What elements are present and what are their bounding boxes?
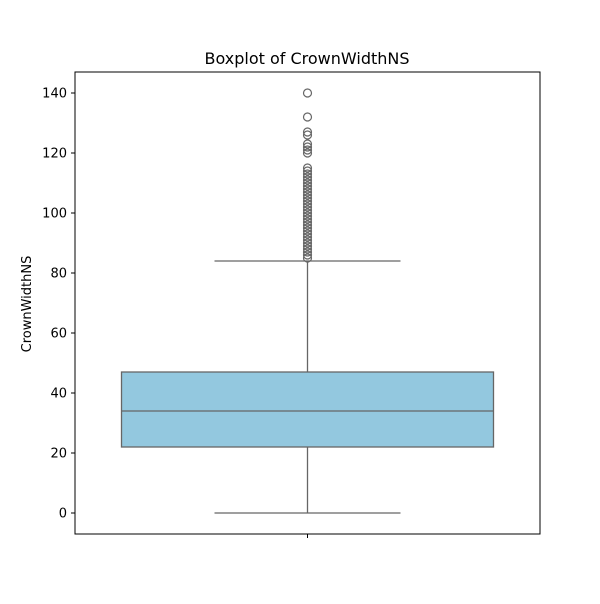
y-tick-label: 0: [59, 507, 67, 522]
outlier-point: [302, 148, 313, 158]
outlier-point: [302, 220, 313, 230]
outlier-point: [302, 142, 313, 152]
outlier-point: [302, 163, 313, 173]
outlier-point: [302, 214, 313, 224]
outlier-point: [302, 127, 313, 137]
outlier-point: [302, 235, 313, 245]
y-tick-label: 20: [50, 447, 67, 462]
outlier-point: [302, 250, 313, 260]
outlier-point: [302, 229, 313, 239]
outlier-point: [302, 253, 313, 263]
outlier-point: [302, 187, 313, 197]
outlier-point: [302, 166, 313, 176]
outlier-point: [302, 217, 313, 227]
y-axis-label: CrownWidthNS: [20, 256, 35, 353]
outlier-point: [302, 145, 313, 155]
y-tick-label: 60: [50, 327, 67, 342]
outlier-point: [302, 211, 313, 221]
outlier-point: [302, 130, 313, 140]
outlier-point: [302, 241, 313, 251]
outlier-point: [302, 238, 313, 248]
outlier-point: [302, 199, 313, 209]
outlier-point: [302, 175, 313, 185]
outlier-point: [302, 247, 313, 257]
outlier-point: [302, 178, 313, 188]
outlier-point: [302, 223, 313, 233]
outlier-point: [302, 202, 313, 212]
outlier-point: [302, 169, 313, 179]
outlier-point: [302, 196, 313, 206]
outlier-point: [302, 205, 313, 215]
outlier-point: [302, 208, 313, 218]
outlier-point: [302, 139, 313, 149]
y-tick-label: 120: [42, 147, 67, 162]
outlier-point: [302, 172, 313, 182]
outlier-point: [302, 232, 313, 242]
iqr-box: [120, 371, 495, 448]
outlier-point: [302, 112, 313, 122]
plot-area: 0 20 40 60 80 100 120 140: [42, 71, 541, 538]
y-tick-label: 40: [50, 387, 67, 402]
outlier-point: [302, 88, 313, 98]
outlier-point: [302, 226, 313, 236]
outlier-point: [302, 190, 313, 200]
outlier-point: [302, 244, 313, 254]
outlier-point: [302, 193, 313, 203]
y-tick-label: 80: [50, 267, 67, 282]
outlier-point: [302, 184, 313, 194]
outlier-point: [302, 181, 313, 191]
y-tick-label: 140: [42, 87, 67, 102]
y-tick-label: 100: [42, 207, 67, 222]
chart-title: Boxplot of CrownWidthNS: [204, 49, 409, 68]
